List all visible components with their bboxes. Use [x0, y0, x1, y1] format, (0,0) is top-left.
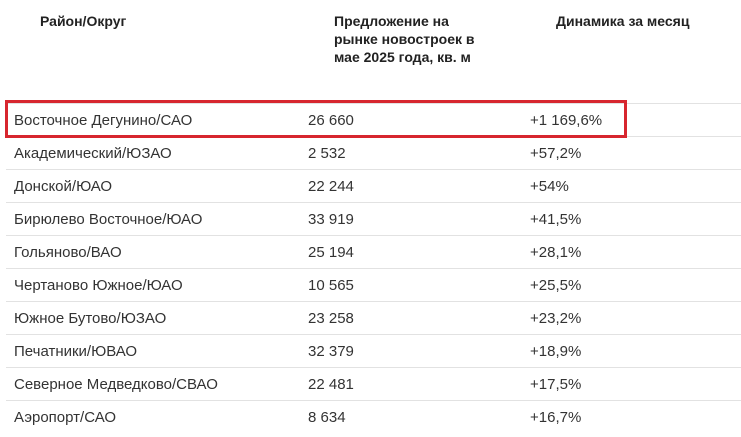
cell-supply: 33 919: [308, 211, 354, 228]
cell-supply: 2 532: [308, 145, 346, 162]
cell-supply: 32 379: [308, 343, 354, 360]
cell-district: Донской/ЮАО: [14, 178, 113, 195]
table-row: Восточное Дегунино/САО 26 660 +1 169,6%: [6, 103, 741, 137]
cell-district: Печатники/ЮВАО: [14, 343, 138, 360]
cell-supply: 8 634: [308, 409, 346, 426]
table-row: Академический/ЮЗАО 2 532 +57,2%: [6, 136, 741, 170]
cell-supply: 10 565: [308, 277, 354, 294]
cell-supply: 22 244: [308, 178, 354, 195]
header-district: Район/Округ: [40, 13, 127, 29]
table-row: Южное Бутово/ЮЗАО 23 258 +23,2%: [6, 301, 741, 335]
table-row: Гольяново/ВАО 25 194 +28,1%: [6, 235, 741, 269]
table-row: Северное Медведково/СВАО 22 481 +17,5%: [6, 367, 741, 401]
table-row: Чертаново Южное/ЮАО 10 565 +25,5%: [6, 268, 741, 302]
highlight-box: [5, 100, 627, 138]
cell-district: Академический/ЮЗАО: [14, 145, 172, 162]
header-dynamics: Динамика за месяц: [556, 13, 690, 29]
cell-district: Аэропорт/САО: [14, 409, 117, 426]
cell-supply: 23 258: [308, 310, 354, 327]
cell-supply: 26 660: [308, 112, 354, 129]
cell-dynamics: +28,1%: [530, 244, 582, 261]
table-row: Аэропорт/САО 8 634 +16,7%: [6, 400, 741, 434]
header-supply: Предложение на рынке новостроек в мае 20…: [334, 13, 475, 65]
cell-dynamics: +16,7%: [530, 409, 582, 426]
cell-supply: 25 194: [308, 244, 354, 261]
cell-dynamics: +1 169,6%: [530, 112, 603, 129]
cell-dynamics: +17,5%: [530, 376, 582, 393]
cell-district: Чертаново Южное/ЮАО: [14, 277, 183, 294]
table-row: Печатники/ЮВАО 32 379 +18,9%: [6, 334, 741, 368]
cell-district: Северное Медведково/СВАО: [14, 376, 218, 393]
cell-dynamics: +25,5%: [530, 277, 582, 294]
cell-dynamics: +57,2%: [530, 145, 582, 162]
cell-dynamics: +54%: [530, 178, 569, 195]
cell-dynamics: +18,9%: [530, 343, 582, 360]
cell-dynamics: +23,2%: [530, 310, 582, 327]
cell-district: Южное Бутово/ЮЗАО: [14, 310, 167, 327]
cell-district: Восточное Дегунино/САО: [14, 112, 193, 129]
cell-dynamics: +41,5%: [530, 211, 582, 228]
cell-district: Бирюлево Восточное/ЮАО: [14, 211, 203, 228]
table-row: Бирюлево Восточное/ЮАО 33 919 +41,5%: [6, 202, 741, 236]
table-row: Донской/ЮАО 22 244 +54%: [6, 169, 741, 203]
cell-district: Гольяново/ВАО: [14, 244, 122, 261]
cell-supply: 22 481: [308, 376, 354, 393]
